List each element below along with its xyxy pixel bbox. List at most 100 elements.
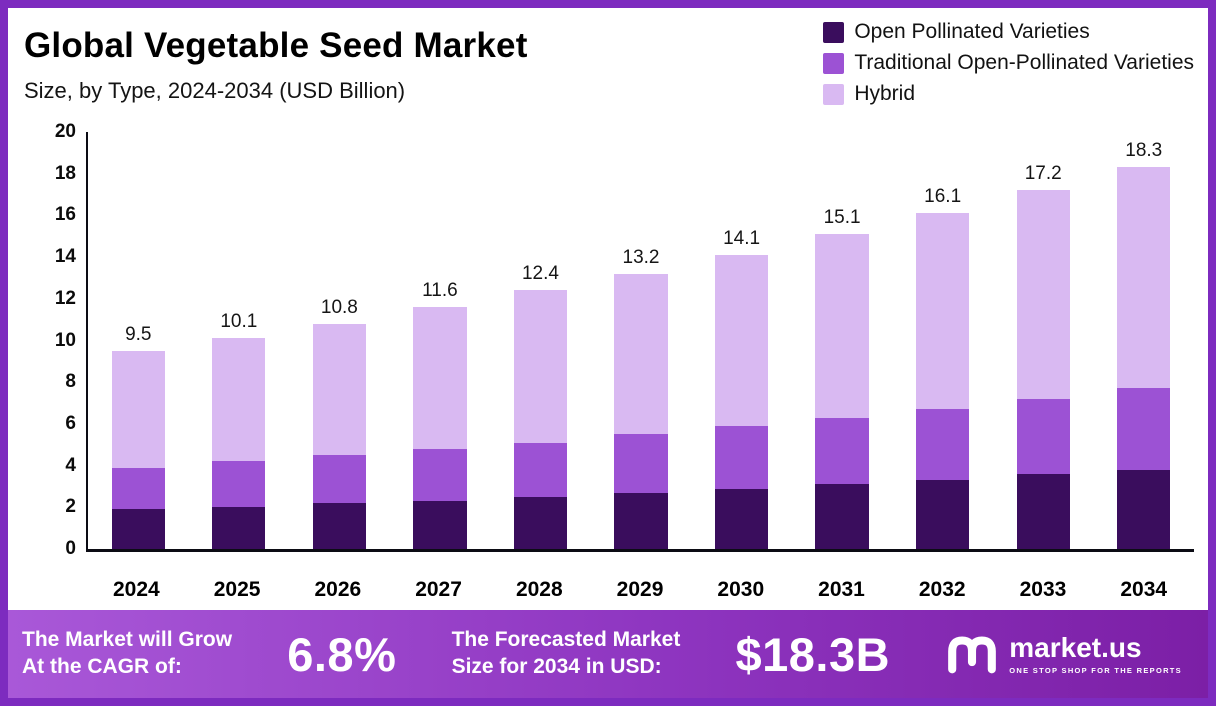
x-axis-label: 2026 [314, 578, 362, 601]
bar-segment-traditional-open-pollinated-varieties [916, 409, 970, 481]
x-axis-label: 2027 [415, 578, 462, 601]
bar-segment-open-pollinated-varieties [312, 503, 366, 549]
x-axis-label: 2028 [515, 578, 563, 601]
x-axis-label: 2034 [1120, 578, 1168, 601]
bar-segment-open-pollinated-varieties [1117, 469, 1171, 549]
bar-slot: 11.6 [390, 132, 491, 549]
bar-total-label: 16.1 [924, 186, 962, 208]
x-axis-label: 2031 [818, 578, 865, 601]
bar-segment-open-pollinated-varieties [1016, 473, 1070, 549]
forecast-value: $18.3B [735, 627, 891, 681]
bar-segment-open-pollinated-varieties [413, 501, 467, 549]
bar-segment-traditional-open-pollinated-varieties [815, 417, 869, 485]
x-axis: 2024 2025 2026 2027 2028 2029 2030 2031 2032 2033… [86, 570, 1194, 602]
bar-segment-hybrid [815, 234, 869, 418]
legend-label: Open Pollinated Varieties [854, 20, 1090, 43]
bar-total-label: 10.8 [320, 296, 358, 318]
market-us-logo-icon [948, 636, 997, 674]
x-axis-label: 2033 [1019, 578, 1067, 601]
bar-slot: 14.1 [691, 132, 792, 549]
bar-segment-open-pollinated-varieties [916, 480, 970, 549]
cagr-label-line1: The Market will Grow [22, 628, 233, 652]
bar-segment-hybrid [1016, 190, 1070, 399]
bar-segment-traditional-open-pollinated-varieties [513, 442, 568, 497]
x-axis-label: 2025 [213, 578, 261, 601]
bar-segment-traditional-open-pollinated-varieties [714, 426, 769, 489]
bar-slot: 17.2 [993, 132, 1094, 549]
y-axis-tick-label: 12 [54, 287, 76, 309]
y-axis-tick-label: 14 [54, 246, 76, 268]
y-axis-tick-label: 8 [65, 371, 76, 393]
bar-segment-traditional-open-pollinated-varieties [413, 448, 467, 502]
plot-area: 0 2 4 6 8 10 12 14 16 18 20 9.5 10.1 10.8 11.6 12.4 13.… [55, 121, 1194, 559]
bar-segment-traditional-open-pollinated-varieties [312, 455, 366, 504]
legend-swatch-icon [823, 21, 845, 43]
market-us-logo: market.us ONE STOP SHOP FOR THE REPORTS [945, 631, 1182, 677]
cagr-value: 6.8% [287, 627, 397, 681]
chart-subtitle: Size, by Type, 2024-2034 (USD Billion) [24, 78, 406, 103]
y-axis-tick-label: 10 [54, 329, 76, 351]
bar-segment-hybrid [413, 307, 467, 449]
bar-segment-hybrid [312, 323, 366, 456]
legend-label: Traditional Open-Pollinated Varieties [854, 51, 1194, 74]
bar-segment-traditional-open-pollinated-varieties [1016, 398, 1070, 474]
bar-segment-open-pollinated-varieties [212, 507, 266, 549]
cagr-label-line2: At the CAGR of: [22, 655, 182, 678]
brand-tagline: ONE STOP SHOP FOR THE REPORTS [1009, 665, 1182, 675]
bar-segment-open-pollinated-varieties [815, 484, 869, 549]
x-axis-label: 2030 [717, 578, 765, 601]
bars-container: 9.5 10.1 10.8 11.6 12.4 13.2 14.1 15.1 16.1 17.2 1… [88, 132, 1194, 549]
bar-total-label: 15.1 [823, 207, 861, 229]
title-block: Global Vegetable Seed Market Size, by Ty… [24, 18, 528, 104]
y-axis-tick-label: 20 [54, 121, 76, 142]
bar-total-label: 10.1 [220, 311, 258, 333]
bar-segment-traditional-open-pollinated-varieties [1117, 388, 1171, 470]
x-axis-label: 2024 [113, 578, 160, 601]
bar-segment-hybrid [614, 273, 668, 435]
bar-slot: 18.3 [1093, 132, 1194, 549]
bar-segment-traditional-open-pollinated-varieties [614, 434, 668, 493]
bar-slot: 10.8 [289, 132, 390, 549]
bar-segment-hybrid [111, 350, 165, 468]
bar-slot: 10.1 [189, 132, 290, 549]
forecast-label-line2: Size for 2034 in USD: [451, 655, 662, 678]
bar-segment-open-pollinated-varieties [111, 509, 165, 549]
bar-segment-hybrid [513, 290, 568, 443]
y-axis-tick-label: 2 [65, 496, 76, 518]
bar-segment-open-pollinated-varieties [614, 492, 668, 549]
brand-name: market.us [1009, 632, 1142, 664]
x-axis-label: 2032 [918, 578, 966, 601]
legend-item: Open Pollinated Varieties [823, 20, 1194, 44]
bar-total-label: 17.2 [1024, 163, 1062, 185]
y-axis-tick-label: 18 [54, 162, 76, 184]
forecast-label: The Forecasted Market Size for 2034 in U… [452, 627, 681, 681]
bar-slot: 12.4 [490, 132, 591, 549]
y-axis-tick-label: 4 [65, 454, 76, 476]
bar-segment-open-pollinated-varieties [714, 488, 769, 549]
bar-slot: 16.1 [892, 132, 993, 549]
cagr-label: The Market will Grow At the CAGR of: [22, 627, 232, 681]
footer-banner: The Market will Grow At the CAGR of: 6.8… [8, 610, 1208, 698]
y-axis-tick-label: 6 [65, 412, 76, 434]
bar-segment-open-pollinated-varieties [513, 496, 568, 549]
brand-text: market.us ONE STOP SHOP FOR THE REPORTS [1009, 632, 1182, 675]
y-axis-tick-label: 0 [65, 538, 76, 559]
bar-slot: 15.1 [792, 132, 893, 549]
page-title: Global Vegetable Seed Market [24, 26, 528, 65]
chart-legend: Open Pollinated Varieties Traditional Ope… [823, 18, 1194, 106]
bar-segment-traditional-open-pollinated-varieties [212, 461, 266, 508]
legend-item: Hybrid [823, 82, 1194, 106]
y-axis-tick-label: 16 [54, 204, 76, 226]
bar-segment-hybrid [714, 255, 769, 426]
bar-slot: 9.5 [88, 132, 189, 549]
legend-label: Hybrid [854, 82, 915, 105]
bar-total-label: 11.6 [422, 280, 458, 302]
x-axis-label: 2029 [616, 578, 664, 601]
stacked-bar-chart: 0 2 4 6 8 10 12 14 16 18 20 9.5 10.1 10.8 11.6 12.4 13.… [8, 118, 1208, 610]
forecast-label-line1: The Forecasted Market [451, 628, 681, 652]
bar-segment-hybrid [916, 213, 970, 410]
bar-slot: 13.2 [591, 132, 692, 549]
bar-segment-hybrid [212, 338, 266, 462]
bar-total-label: 13.2 [622, 246, 660, 268]
